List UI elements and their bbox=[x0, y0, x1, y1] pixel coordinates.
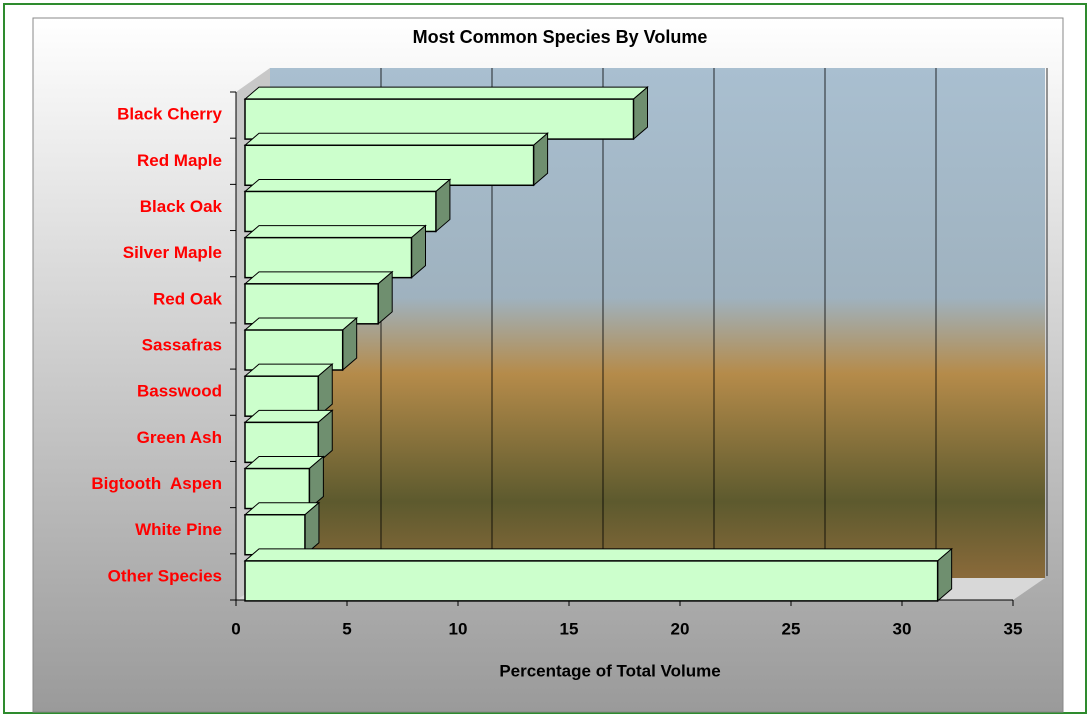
bar-top bbox=[245, 87, 648, 99]
x-tick-label: 35 bbox=[1004, 619, 1023, 638]
y-tick-label: Red Oak bbox=[153, 289, 223, 308]
bar-top bbox=[245, 318, 357, 330]
bar bbox=[245, 87, 648, 139]
bar-top bbox=[245, 549, 952, 561]
y-tick-label: Silver Maple bbox=[123, 243, 222, 262]
x-axis-label: Percentage of Total Volume bbox=[499, 661, 720, 680]
bar-top bbox=[245, 410, 332, 422]
x-tick-label: 25 bbox=[782, 619, 801, 638]
y-tick-label: Basswood bbox=[137, 382, 222, 401]
y-tick-label: Green Ash bbox=[137, 428, 222, 447]
y-tick-label: Black Cherry bbox=[117, 105, 222, 124]
y-tick-label: Sassafras bbox=[142, 335, 222, 354]
y-tick-label: White Pine bbox=[135, 520, 222, 539]
bar bbox=[245, 503, 319, 555]
x-tick-label: 30 bbox=[893, 619, 912, 638]
chart-title: Most Common Species By Volume bbox=[413, 27, 708, 47]
bar bbox=[245, 364, 332, 416]
bar bbox=[245, 457, 323, 509]
bar bbox=[245, 549, 952, 601]
bar-top bbox=[245, 364, 332, 376]
bar-top bbox=[245, 226, 426, 238]
chart: Most Common Species By Volume Percentage… bbox=[0, 0, 1091, 718]
bar-top bbox=[245, 272, 392, 284]
bar-top bbox=[245, 133, 548, 145]
bar bbox=[245, 272, 392, 324]
y-tick-label: Black Oak bbox=[140, 197, 223, 216]
bar bbox=[245, 226, 426, 278]
x-tick-label: 0 bbox=[231, 619, 240, 638]
x-tick-label: 20 bbox=[671, 619, 690, 638]
bar bbox=[245, 179, 450, 231]
bar bbox=[245, 133, 548, 185]
y-tick-label: Bigtooth Aspen bbox=[91, 474, 222, 493]
x-tick-label: 10 bbox=[449, 619, 468, 638]
bar bbox=[245, 410, 332, 462]
y-tick-label: Red Maple bbox=[137, 151, 222, 170]
y-tick-label: Other Species bbox=[108, 566, 222, 585]
bar bbox=[245, 318, 357, 370]
x-tick-label: 5 bbox=[342, 619, 351, 638]
x-tick-label: 15 bbox=[560, 619, 579, 638]
bar-top bbox=[245, 179, 450, 191]
bar-front bbox=[245, 561, 938, 601]
